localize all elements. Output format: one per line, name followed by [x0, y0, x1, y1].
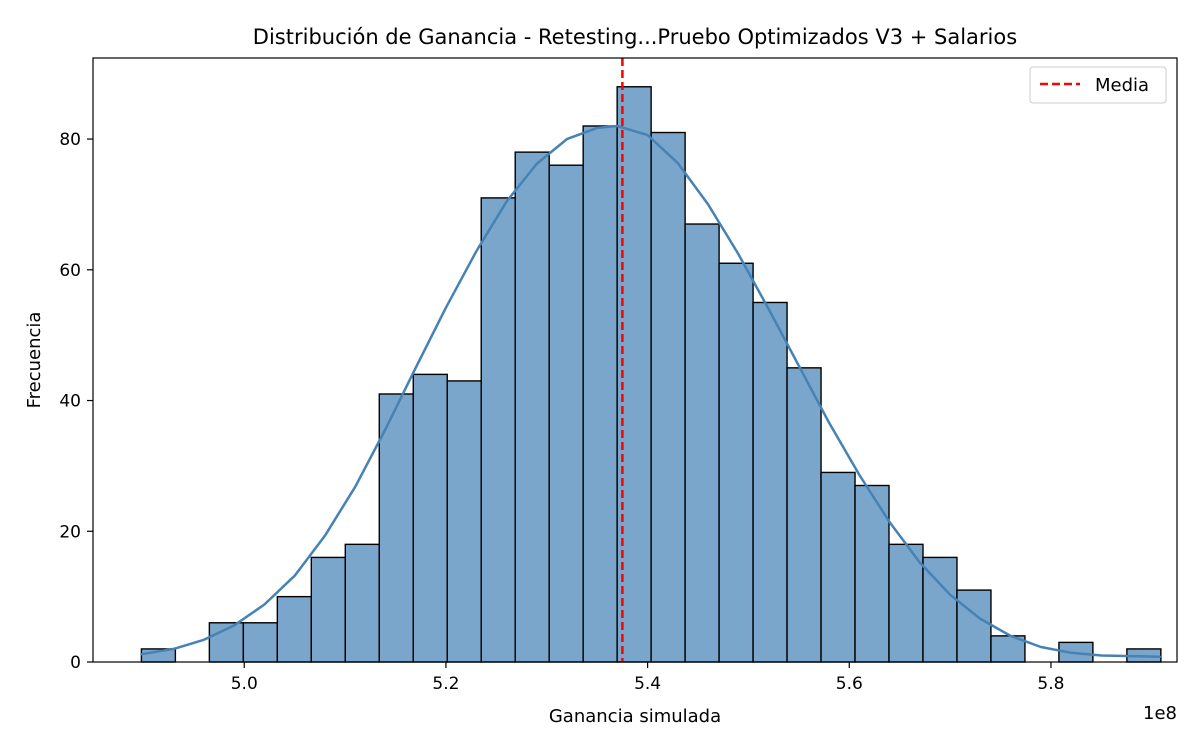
- legend-mean-label: Media: [1095, 75, 1149, 96]
- histogram-bar: [956, 589, 992, 663]
- x-ticks: 5.0 5.2 5.4 5.6 5.8: [231, 662, 1064, 694]
- x-axis-label: Ganancia simulada: [549, 706, 721, 727]
- kde-layer: [140, 124, 1162, 659]
- histogram-bar: [820, 471, 856, 663]
- x-tick-label: 5.2: [432, 674, 459, 694]
- x-tick-label: 5.4: [634, 674, 661, 694]
- legend: Media: [1029, 66, 1167, 104]
- histogram-bar: [548, 164, 584, 663]
- histogram-bar: [650, 131, 686, 663]
- histogram-bar: [480, 197, 516, 663]
- histogram-bar: [684, 223, 720, 663]
- kde-curve: [140, 124, 1162, 659]
- legend-box: [1029, 66, 1167, 104]
- x-axis-offset-label: 1e8: [1143, 703, 1177, 724]
- histogram-bar: [718, 262, 754, 663]
- histogram-bar: [276, 595, 313, 663]
- x-tick-label: 5.0: [231, 674, 258, 694]
- histogram-bar: [310, 556, 346, 663]
- histogram-bar: [242, 622, 279, 663]
- x-tick-label: 5.6: [836, 674, 863, 694]
- chart-title: Distribución de Ganancia - Retesting...P…: [253, 25, 1017, 49]
- y-tick-label: 40: [59, 392, 81, 412]
- bars-layer: [140, 86, 1162, 663]
- histogram-bar: [446, 380, 482, 663]
- histogram-bar: [582, 125, 618, 663]
- histogram-bar: [412, 373, 448, 663]
- x-tick-label: 5.8: [1037, 674, 1064, 694]
- histogram-bar: [786, 367, 822, 663]
- histogram-bar: [514, 151, 550, 663]
- histogram-bar: [378, 393, 414, 663]
- y-tick-label: 0: [70, 653, 81, 673]
- y-tick-label: 20: [59, 522, 81, 542]
- axes-frame: [92, 57, 1178, 663]
- histogram-bar: [344, 543, 380, 663]
- histogram-bar: [752, 301, 788, 663]
- y-ticks: 0 20 40 60 80: [59, 130, 93, 673]
- y-tick-label: 60: [59, 261, 81, 281]
- y-axis-label: Frecuencia: [24, 312, 45, 409]
- y-tick-label: 80: [59, 130, 81, 150]
